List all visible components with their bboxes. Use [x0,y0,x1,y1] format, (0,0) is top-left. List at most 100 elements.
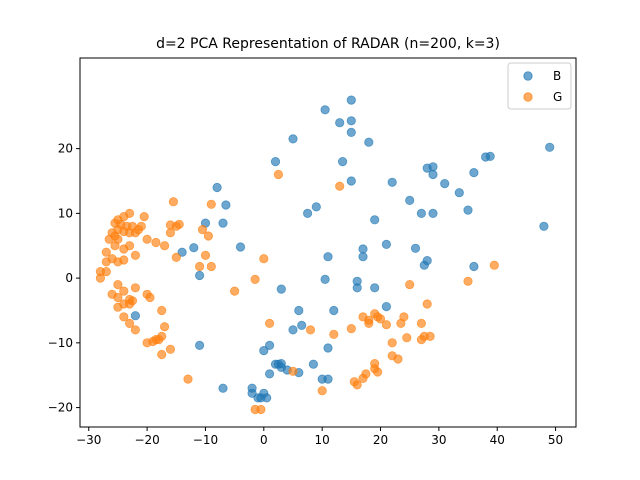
point-B-75 [262,393,272,403]
point-B-13 [545,142,555,152]
point-B-29 [218,218,228,228]
point-B-22 [405,195,415,205]
point-B-1 [320,105,330,115]
x-tick-label: −20 [134,433,159,447]
point-G-92 [463,276,473,286]
point-B-49 [381,301,391,312]
point-G-30 [160,241,170,251]
point-B-7 [270,157,281,167]
point-G-91 [405,279,415,290]
point-B-32 [235,242,246,252]
point-G-73 [157,349,167,360]
point-G-89 [422,299,432,309]
point-B-48 [276,284,286,294]
point-G-109 [288,366,298,376]
point-G-63 [119,312,129,322]
point-G-0 [273,169,283,180]
point-G-105 [352,380,362,390]
point-B-10 [428,162,438,172]
y-tick-label: −10 [48,336,73,350]
point-B-20 [212,182,222,193]
point-B-19 [454,188,464,198]
point-G-27 [203,231,213,241]
x-tick-label: 10 [315,433,330,447]
point-G-62 [157,305,167,316]
point-B-44 [320,274,330,284]
point-G-1 [168,197,178,207]
point-B-8 [337,157,348,167]
point-G-65 [125,318,135,328]
point-B-2 [335,118,345,128]
series-G [95,169,499,415]
point-G-3 [335,181,345,191]
point-G-43 [101,266,111,277]
y-tick-label: −20 [48,401,73,415]
point-G-88 [387,338,397,348]
point-G-76 [329,329,339,339]
point-B-4 [346,127,356,137]
point-B-3 [346,116,356,126]
point-G-110 [264,318,275,328]
point-G-26 [197,225,208,235]
point-G-101 [372,367,383,377]
point-G-84 [381,320,391,330]
point-G-61 [127,296,138,306]
point-G-90 [416,318,426,328]
point-B-35 [410,243,421,253]
point-G-21 [133,225,143,235]
x-axis: −30 −20 −10 0 10 20 30 40 50 [76,427,563,447]
point-G-98 [393,354,403,364]
point-G-47 [206,261,216,272]
point-B-17 [469,168,479,178]
x-tick-label: −30 [76,433,101,447]
point-B-52 [329,305,339,316]
point-B-58 [259,345,269,356]
point-G-4 [139,212,149,222]
point-B-0 [346,95,356,105]
point-B-26 [428,208,438,218]
point-B-40 [419,260,429,270]
point-B-62 [308,359,318,369]
point-G-82 [375,314,386,324]
x-tick-label: 20 [373,433,388,447]
point-G-40 [171,252,181,262]
point-G-72 [165,344,175,354]
point-B-14 [346,176,356,186]
point-B-47 [352,283,362,293]
legend-label-B: B [553,69,561,83]
point-G-44 [95,273,106,283]
point-B-23 [311,202,321,212]
point-G-49 [230,286,240,296]
y-axis: −20 −10 0 10 20 [48,142,80,415]
point-B-43 [195,270,205,281]
point-B-50 [130,311,140,321]
point-B-24 [302,208,313,218]
point-B-57 [323,343,333,353]
point-G-45 [259,254,269,264]
point-G-78 [346,323,356,334]
point-B-68 [323,374,333,384]
plot-points [95,95,555,415]
legend: BG [507,62,572,110]
point-G-33 [125,241,135,251]
point-B-38 [358,252,368,262]
point-G-93 [489,260,499,270]
legend-label-G: G [553,90,562,104]
point-B-56 [264,340,275,350]
point-G-32 [110,241,120,251]
point-B-12 [485,151,495,161]
axes-frame [79,57,577,428]
point-B-42 [539,221,549,231]
x-tick-label: −10 [193,433,218,447]
point-B-51 [294,305,304,316]
x-tick-label: 0 [260,433,268,447]
y-tick-label: 10 [58,206,73,220]
point-G-64 [160,322,170,332]
point-G-86 [399,312,409,322]
point-G-39 [130,250,140,260]
point-G-103 [358,373,368,383]
point-G-75 [305,325,316,335]
x-tick-label: 50 [548,433,563,447]
point-G-74 [183,374,193,384]
